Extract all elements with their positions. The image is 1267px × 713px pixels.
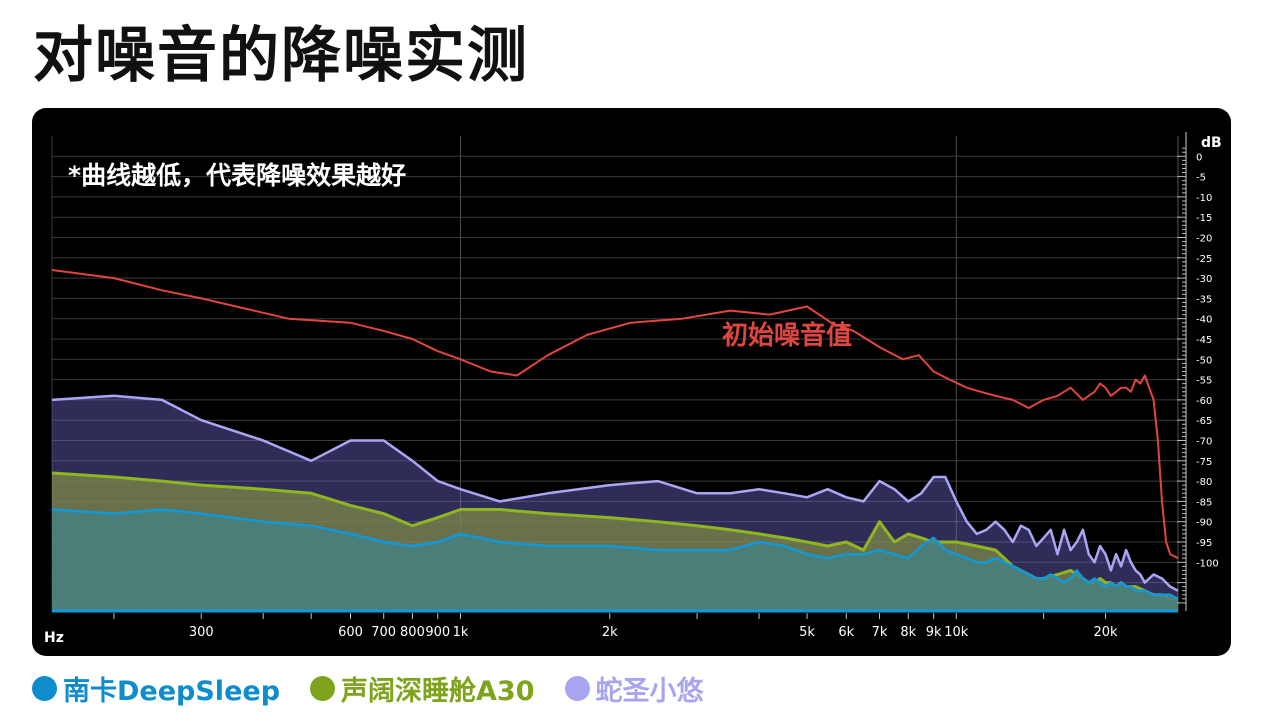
x-tick-label: 5k [799,625,815,640]
y-tick-label: -30 [1196,274,1212,285]
legend-item-nanka: 南卡DeepSleep [32,669,280,708]
series-area-nanka [52,509,1178,611]
y-tick-label: -65 [1196,416,1212,427]
y-axis-label: dB [1201,135,1222,151]
y-tick-label: -45 [1196,335,1212,346]
x-axis-label: Hz [44,630,64,646]
legend-label-nanka: 南卡DeepSleep [63,675,281,707]
legend: 南卡DeepSleep 声阔深睡舱A30 蛇圣小悠 [32,668,734,708]
x-tick-label: 700 [371,625,396,640]
y-tick-label: -50 [1196,355,1212,366]
y-tick-label: -25 [1196,254,1212,265]
annotation-original-noise: 初始噪音值 [722,320,852,351]
legend-dot-snake [564,675,590,701]
y-tick-label: -70 [1196,436,1212,447]
chart-note: *曲线越低，代表降噪效果越好 [68,161,406,190]
y-tick-label: 0 [1196,152,1202,163]
chart-panel: 0 -5 -10 -15 -20 -25 -30 -35 -40 -45 -50 -55 -60 -65 -… [32,108,1231,656]
legend-label-soundcore: 声阔深睡舱A30 [341,675,535,707]
y-tick-label: -100 [1196,558,1219,569]
y-tick-label: -40 [1196,315,1212,326]
legend-item-snake: 蛇圣小悠 [564,669,704,708]
x-tick-label: 900 [425,625,450,640]
legend-label-snake: 蛇圣小悠 [595,675,704,707]
y-tick-label: -85 [1196,497,1212,508]
y-tick-label: -20 [1196,233,1212,244]
x-tick-label: 6k [838,625,854,640]
x-tick-label: 7k [872,625,888,640]
y-tick-label: -75 [1196,457,1212,468]
series-line-snake [51,394,1179,592]
page-title: 对噪音的降噪实测 [33,21,529,91]
x-tick-label: 1k [453,625,469,640]
y-tick-label: -10 [1196,193,1212,204]
y-tick-label: -15 [1196,213,1212,224]
x-tick-label: 600 [338,625,363,640]
legend-item-soundcore: 声阔深睡舱A30 [310,669,535,708]
x-tick-label: 300 [189,625,214,640]
x-tick-label: 20k [1094,625,1119,640]
series-line-nanka [51,508,1179,600]
x-tick-label: 8k [900,625,916,640]
y-tick-label: -55 [1196,376,1212,387]
x-tick-label: 10k [944,625,969,640]
legend-dot-soundcore [310,675,336,701]
y-tick-label: -5 [1196,173,1206,184]
y-tick-label: -35 [1196,294,1212,305]
x-tick-label: 800 [400,625,425,640]
y-tick-label: -95 [1196,538,1212,549]
legend-dot-nanka [32,675,57,701]
y-tick-label: -80 [1196,477,1212,488]
x-tick-label: 9k [926,625,942,640]
noise-reduction-chart: 0 -5 -10 -15 -20 -25 -30 -35 -40 -45 -50 -55 -60 -65 -… [44,132,1222,646]
series-line-original [51,269,1179,560]
y-tick-label: -60 [1196,396,1212,407]
x-tick-label: 2k [602,625,618,640]
y-tick-label: -90 [1196,518,1212,529]
